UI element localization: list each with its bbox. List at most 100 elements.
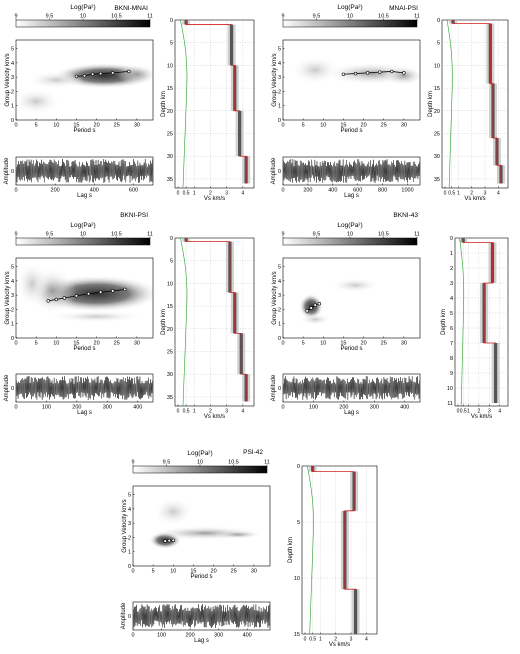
velocity-tick-label: 3 bbox=[128, 521, 131, 527]
depth-tick-label: 10 bbox=[294, 576, 300, 582]
depth-tick-label: 9 bbox=[450, 371, 453, 377]
velocity-axis-label: Group Velocity km/s bbox=[272, 53, 278, 106]
lag-tick-label: 600 bbox=[129, 188, 138, 194]
colorbar-tick-label: 11 bbox=[264, 460, 270, 466]
lag-tick-label: 400 bbox=[133, 405, 142, 411]
pick-marker bbox=[171, 538, 175, 542]
depth-tick-label: 2 bbox=[450, 266, 453, 272]
depth-tick-label: 11 bbox=[447, 401, 453, 407]
colorbar-tick-label: 10 bbox=[347, 14, 353, 20]
colorbar-title: Log(Pa²) bbox=[70, 222, 95, 229]
pick-marker bbox=[86, 292, 91, 296]
dispersion-image bbox=[149, 497, 262, 549]
vs-tick-label: 4 bbox=[241, 409, 244, 415]
lag-tick-label: 0 bbox=[131, 633, 134, 639]
period-tick-label: 15 bbox=[73, 341, 79, 347]
period-tick-label: 5 bbox=[35, 341, 38, 347]
period-axis-label: Period s bbox=[340, 346, 362, 352]
vs-tick-label: 2 bbox=[209, 191, 212, 197]
energy-blob bbox=[48, 310, 145, 323]
lag-tick-label: 200 bbox=[72, 405, 81, 411]
period-tick-label: 15 bbox=[73, 123, 79, 129]
vs-tick-label: 1 bbox=[467, 409, 470, 415]
velocity-tick-label: 2 bbox=[278, 307, 281, 313]
colorbar-tick-label: 9.5 bbox=[313, 232, 321, 238]
vs-axis-label: Vs km/s bbox=[329, 642, 350, 648]
vs-tick-label: 0.5 bbox=[183, 409, 190, 415]
depth-tick-label: 7 bbox=[450, 341, 453, 347]
energy-blob bbox=[213, 530, 262, 539]
lag-tick-label: 200 bbox=[339, 405, 348, 411]
amplitude-tick-label: 0 bbox=[128, 614, 131, 620]
depth-tick-label: 15 bbox=[167, 86, 173, 92]
colorbar-tick-label: 9 bbox=[14, 232, 17, 238]
sensitivity-curve bbox=[446, 19, 453, 189]
velocity-tick-label: 4 bbox=[128, 507, 131, 513]
vs-axis-label: Vs km/s bbox=[471, 414, 492, 420]
energy-blob bbox=[16, 88, 61, 115]
depth-tick-label: 35 bbox=[167, 395, 173, 401]
lag-axis-label: Lag s bbox=[77, 193, 92, 199]
pick-marker bbox=[111, 289, 115, 293]
vs-tick-label: 1 bbox=[193, 409, 196, 415]
period-tick-label: 30 bbox=[134, 341, 140, 347]
depth-tick-label: 25 bbox=[167, 132, 173, 138]
vs-tick-label: 1 bbox=[457, 191, 460, 197]
pick-marker bbox=[111, 71, 115, 75]
colorbar-title: Log(Pa²) bbox=[337, 222, 362, 229]
period-axis-label: Period s bbox=[73, 128, 95, 134]
velocity-tick-label: 0 bbox=[278, 336, 281, 342]
dispersion-image bbox=[16, 62, 153, 115]
lag-tick-label: 0 bbox=[14, 188, 17, 194]
period-tick-label: 0 bbox=[131, 569, 134, 575]
period-tick-label: 30 bbox=[401, 341, 407, 347]
period-tick-label: 25 bbox=[381, 123, 387, 129]
colorbar-title: Log(Pa²) bbox=[187, 450, 212, 457]
lag-tick-label: 200 bbox=[303, 188, 312, 194]
depth-tick-label: 10 bbox=[447, 386, 453, 392]
colorbar-tick-label: 9 bbox=[281, 14, 284, 20]
vs-tick-label: 0 bbox=[177, 409, 180, 415]
vs-tick-label: 2 bbox=[209, 409, 212, 415]
best-model-line bbox=[312, 466, 356, 634]
dispersion-curve bbox=[343, 71, 404, 75]
period-tick-label: 0 bbox=[281, 123, 284, 129]
pick-marker bbox=[402, 71, 406, 75]
depth-tick-label: 5 bbox=[170, 41, 173, 47]
waveform bbox=[16, 376, 153, 400]
panel-title: BKNI-PSI bbox=[120, 212, 148, 219]
period-axis-label: Period s bbox=[190, 574, 212, 580]
period-tick-label: 20 bbox=[361, 123, 367, 129]
dispersion-frame bbox=[282, 39, 421, 121]
lag-tick-label: 0 bbox=[281, 188, 284, 194]
depth-tick-label: 25 bbox=[167, 350, 173, 356]
depth-tick-label: 6 bbox=[450, 326, 453, 332]
energy-blob bbox=[383, 65, 420, 86]
sensitivity-curve bbox=[180, 237, 188, 407]
colorbar bbox=[15, 19, 151, 28]
pick-marker bbox=[163, 539, 167, 543]
depth-tick-label: 20 bbox=[167, 109, 173, 115]
lag-tick-label: 400 bbox=[243, 633, 252, 639]
lag-axis-label: Lag s bbox=[194, 638, 209, 644]
pick-marker bbox=[123, 287, 127, 292]
depth-tick-label: 5 bbox=[297, 520, 300, 526]
velocity-tick-label: 5 bbox=[11, 47, 14, 53]
lag-tick-label: 0 bbox=[14, 405, 17, 411]
velocity-tick-label: 5 bbox=[128, 493, 131, 499]
depth-axis-label: Depth km bbox=[428, 91, 434, 117]
period-axis-label: Period s bbox=[73, 346, 95, 352]
energy-blob bbox=[331, 278, 380, 293]
lag-tick-label: 400 bbox=[400, 405, 409, 411]
lag-tick-label: 300 bbox=[214, 633, 223, 639]
energy-blob bbox=[28, 71, 85, 89]
vs-tick-label: 3 bbox=[484, 191, 487, 197]
velocity-tick-label: 3 bbox=[11, 75, 14, 81]
colorbar-tick-label: 11 bbox=[147, 232, 153, 238]
waveform bbox=[283, 376, 420, 400]
velocity-tick-label: 2 bbox=[278, 89, 281, 95]
